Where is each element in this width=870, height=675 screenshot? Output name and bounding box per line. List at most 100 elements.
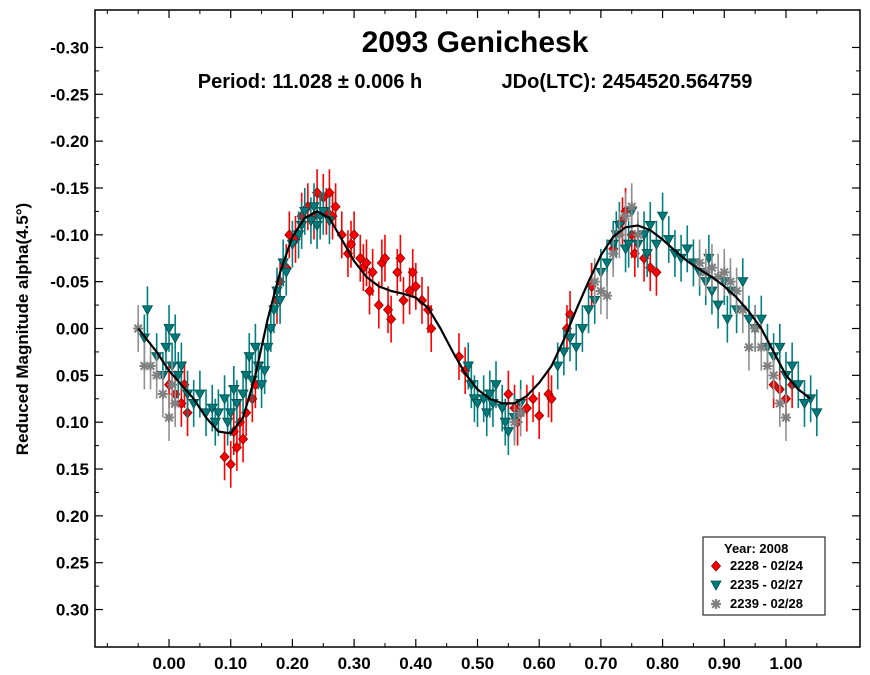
x-tick-label: 0.20: [276, 654, 309, 673]
legend-box: [702, 536, 826, 616]
data-point: [164, 412, 175, 423]
data-point: [228, 384, 240, 396]
y-tick-label: -0.25: [50, 85, 89, 104]
data-point: [342, 247, 353, 260]
data-point: [258, 366, 271, 377]
x-tick-label: 0.50: [461, 654, 494, 673]
y-tick-label: 0.15: [56, 460, 89, 479]
data-point: [712, 300, 724, 311]
data-point: [756, 342, 767, 353]
data-point: [534, 410, 545, 422]
data-point: [743, 342, 754, 353]
x-tick-label: 0.40: [399, 654, 432, 673]
y-tick-label: 0.25: [56, 554, 89, 573]
data-point: [774, 398, 785, 409]
data-point: [367, 266, 378, 278]
data-point: [218, 394, 231, 405]
data-point: [546, 393, 557, 405]
data-point: [243, 352, 255, 363]
data-point: [426, 322, 437, 335]
data-point: [364, 285, 375, 297]
data-point: [780, 412, 791, 423]
data-point: [515, 407, 526, 418]
data-point: [361, 257, 372, 269]
data-point: [219, 451, 230, 463]
series-layer: [133, 169, 823, 488]
x-tick-label: 0.60: [523, 654, 556, 673]
data-point: [774, 342, 786, 354]
data-point: [133, 323, 144, 334]
data-point: [521, 402, 532, 414]
data-point: [349, 229, 360, 241]
data-point: [811, 408, 823, 419]
data-point: [737, 277, 749, 288]
data-point: [641, 249, 653, 260]
data-point: [221, 417, 234, 429]
chart-subtitle-period: Period: 11.028 ± 0.006 h: [198, 71, 422, 93]
data-point: [212, 408, 225, 419]
data-point: [249, 342, 262, 354]
legend-entry-label: 2239 - 02/28: [730, 596, 803, 611]
data-point: [231, 441, 242, 454]
data-point: [299, 207, 311, 218]
y-tick-label: 0.10: [56, 413, 89, 432]
y-tick-label: 0.30: [56, 601, 89, 620]
data-point: [386, 313, 397, 325]
y-tick-label: -0.20: [50, 132, 89, 151]
data-point: [330, 201, 341, 213]
data-point: [145, 360, 156, 371]
data-point: [345, 238, 357, 250]
data-point: [274, 295, 286, 307]
data-point: [308, 202, 320, 213]
data-point: [626, 201, 637, 212]
data-point: [558, 347, 570, 358]
data-point: [237, 389, 249, 400]
data-point: [262, 342, 274, 354]
data-point: [503, 388, 514, 400]
data-point: [373, 299, 384, 311]
data-point: [169, 333, 181, 344]
axis-ticks: [95, 10, 860, 647]
chart-subtitle-epoch: JDo(LTC): 2454520.564759: [502, 71, 753, 93]
data-point: [383, 304, 394, 316]
data-point: [170, 398, 181, 409]
data-point: [608, 248, 619, 259]
data-point: [502, 427, 515, 438]
data-point: [620, 211, 631, 222]
data-point: [395, 252, 406, 264]
series-3: [133, 183, 791, 446]
data-point: [651, 266, 662, 278]
data-point: [379, 252, 390, 264]
data-point: [311, 221, 323, 232]
data-point: [570, 342, 582, 354]
data-point: [175, 361, 188, 372]
data-point: [786, 361, 798, 372]
data-point: [602, 290, 613, 301]
x-tick-label: 0.30: [338, 654, 371, 673]
data-point: [622, 239, 635, 251]
data-point: [265, 324, 277, 335]
data-point: [721, 314, 734, 325]
data-point: [755, 314, 767, 325]
data-point: [176, 397, 187, 410]
y-tick-label: -0.05: [50, 273, 89, 292]
data-point: [410, 280, 421, 292]
data-point: [194, 389, 206, 400]
data-point: [499, 417, 511, 429]
data-point: [582, 305, 595, 316]
y-tick-label: -0.30: [50, 38, 89, 57]
data-point: [280, 267, 292, 279]
legend-title: Year: 2008: [724, 541, 788, 556]
data-point: [157, 389, 168, 400]
fit-curve: [137, 210, 812, 435]
data-point: [762, 360, 773, 371]
data-point: [317, 207, 329, 218]
data-point: [398, 294, 409, 306]
legend-entry-label: 2228 - 02/24: [730, 558, 804, 573]
legend-entry-label: 2235 - 02/27: [730, 577, 803, 592]
data-point: [167, 379, 178, 390]
data-point: [141, 305, 154, 316]
x-tick-label: 0.10: [214, 654, 247, 673]
data-point: [225, 458, 236, 470]
x-tick-label: 1.00: [769, 654, 802, 673]
